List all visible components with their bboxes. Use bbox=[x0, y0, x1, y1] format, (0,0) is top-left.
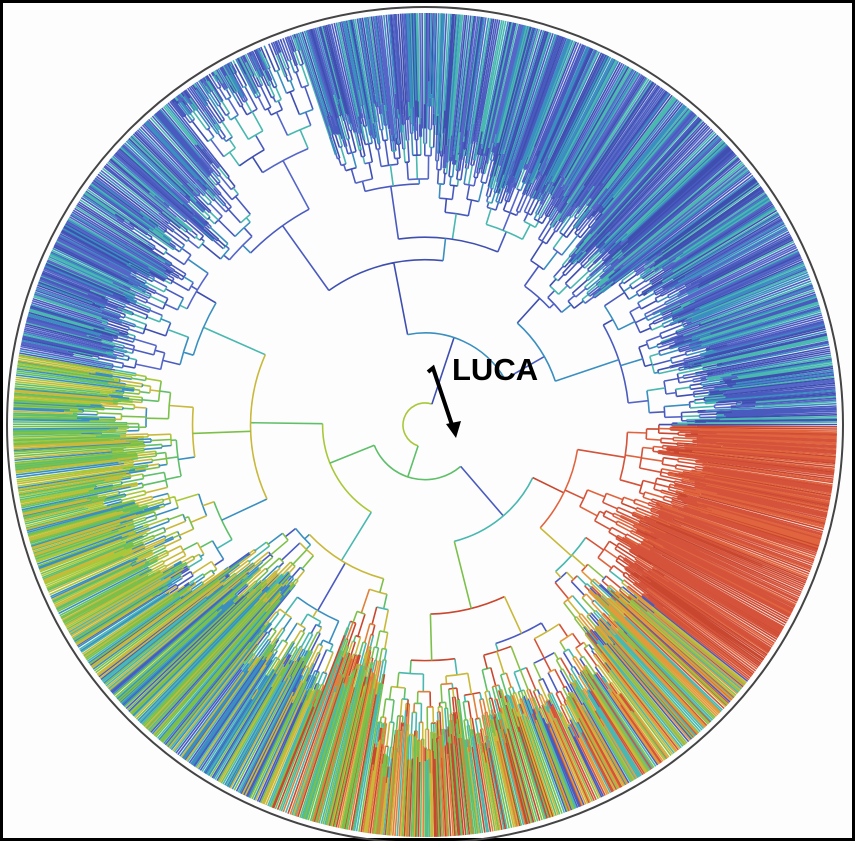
luca-label: LUCA bbox=[452, 352, 538, 387]
branch-group bbox=[13, 354, 747, 838]
arrow bbox=[426, 364, 455, 429]
branch-group bbox=[21, 12, 838, 426]
branch-group bbox=[510, 563, 746, 812]
branch-group bbox=[526, 570, 745, 811]
branch-group bbox=[525, 425, 837, 812]
branches bbox=[12, 12, 838, 838]
outer-ring bbox=[6, 6, 844, 841]
branch-group bbox=[539, 427, 838, 677]
branch-group bbox=[12, 354, 563, 837]
branch-group bbox=[19, 12, 837, 423]
branch-group bbox=[282, 589, 530, 838]
arrow-head bbox=[446, 421, 461, 438]
